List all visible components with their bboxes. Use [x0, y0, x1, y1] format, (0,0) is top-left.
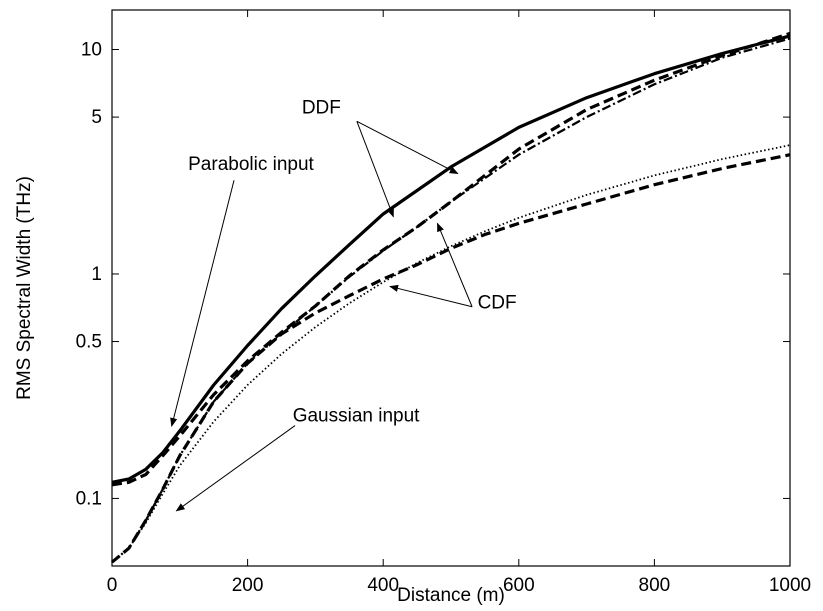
tick-layer: 0 200 400 600 800 1000 0.1 0.5 1 5 10	[76, 10, 811, 596]
annotation-arrow	[356, 120, 459, 175]
series-line-3	[111, 37, 791, 564]
annotation-arrow	[175, 425, 296, 512]
series-line-2	[111, 31, 791, 487]
annotation-label: DDF	[302, 97, 341, 118]
y-tick-label: 10	[81, 40, 102, 61]
annotation-arrow	[389, 284, 473, 308]
series-layer	[110, 31, 791, 564]
annotation-arrow	[170, 180, 235, 427]
series-line-1	[111, 34, 791, 484]
x-tick-label: 600	[503, 575, 535, 596]
series-line-4	[110, 153, 791, 564]
x-tick-label: 1000	[769, 575, 811, 596]
x-tick-label: 0	[107, 575, 118, 596]
y-tick-label: 0.5	[76, 332, 102, 353]
x-axis-label: Distance (m)	[397, 585, 505, 606]
annotation-arrow	[356, 121, 394, 218]
plot-frame	[111, 9, 791, 567]
x-tick-label: 200	[232, 575, 264, 596]
y-tick-label: 0.1	[76, 488, 102, 509]
annotation-label: Gaussian input	[293, 406, 420, 427]
x-tick-label: 400	[367, 575, 399, 596]
y-axis-label: RMS Spectral Width (THz)	[14, 176, 35, 400]
x-tick-label: 800	[639, 575, 671, 596]
y-tick-label: 1	[91, 264, 102, 285]
annotation-layer: DDF Parabolic input CDF Gaussian input	[170, 97, 517, 512]
annotation-label: CDF	[478, 293, 517, 314]
annotation-label: Parabolic input	[188, 154, 314, 175]
annotation-arrow	[436, 222, 473, 307]
y-tick-label: 5	[91, 107, 102, 128]
series-line-5	[111, 144, 791, 563]
